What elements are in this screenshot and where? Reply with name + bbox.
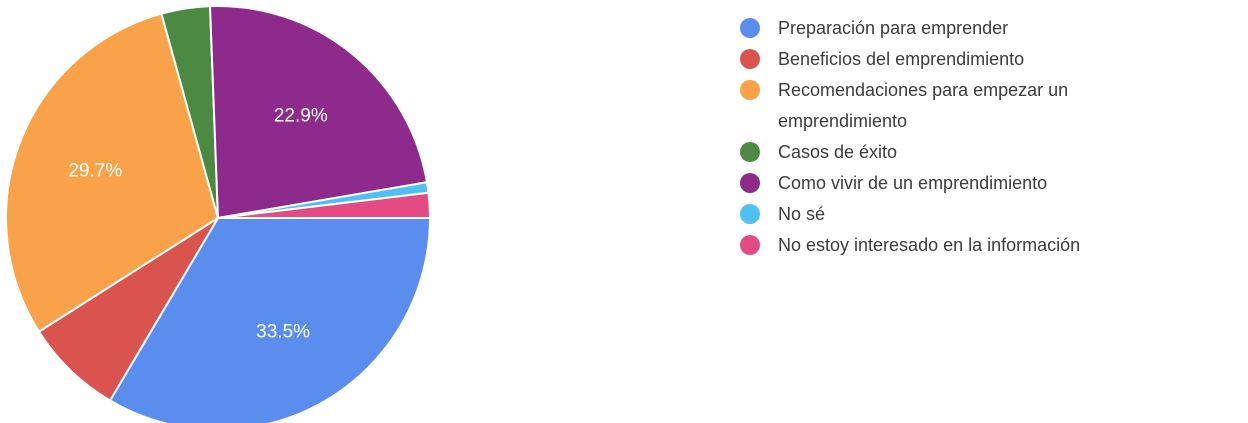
legend-label-7: No estoy interesado en la información bbox=[778, 235, 1080, 255]
legend-swatch-5 bbox=[740, 173, 760, 193]
legend-item-1: Preparación para emprender bbox=[740, 18, 1008, 38]
legend-item-5: Como vivir de un emprendimiento bbox=[740, 173, 1047, 193]
legend-label-5: Como vivir de un emprendimiento bbox=[778, 173, 1047, 193]
legend-label-3-line-2: emprendimiento bbox=[778, 111, 907, 131]
legend-item-3: Recomendaciones para empezar un emprendim… bbox=[740, 80, 1068, 131]
legend-item-2: Beneficios del emprendimiento bbox=[740, 49, 1024, 69]
legend-swatch-6 bbox=[740, 204, 760, 224]
legend-label-3: Recomendaciones para empezar un bbox=[778, 80, 1068, 100]
legend-item-6: No sé bbox=[740, 204, 825, 224]
legend-swatch-1 bbox=[740, 18, 760, 38]
legend-swatch-7 bbox=[740, 235, 760, 255]
legend-swatch-4 bbox=[740, 142, 760, 162]
slice-label-5: 22.9% bbox=[274, 105, 328, 126]
slice-labels: 33.5% 29.7% 22.9% bbox=[68, 105, 327, 342]
pie-slice-2 bbox=[38, 217, 219, 402]
pie-slices bbox=[4, 5, 431, 423]
slice-label-1: 33.5% bbox=[256, 322, 310, 343]
legend-swatch-3 bbox=[740, 80, 760, 100]
legend-label-1: Preparación para emprender bbox=[778, 18, 1008, 38]
legend-label-2: Beneficios del emprendimiento bbox=[778, 49, 1024, 69]
legend-label-6: No sé bbox=[778, 204, 825, 224]
pie-slice-5 bbox=[209, 5, 428, 219]
legend-label-4: Casos de éxito bbox=[778, 142, 897, 162]
legend-swatch-2 bbox=[740, 49, 760, 69]
pie-slice-3 bbox=[4, 12, 219, 333]
pie-slice-7 bbox=[217, 191, 431, 219]
legend-item-4: Casos de éxito bbox=[740, 142, 897, 162]
legend: Preparación para emprender Beneficios del… bbox=[740, 18, 1080, 255]
slice-label-3: 29.7% bbox=[68, 160, 122, 181]
legend-item-7: No estoy interesado en la información bbox=[740, 235, 1080, 255]
